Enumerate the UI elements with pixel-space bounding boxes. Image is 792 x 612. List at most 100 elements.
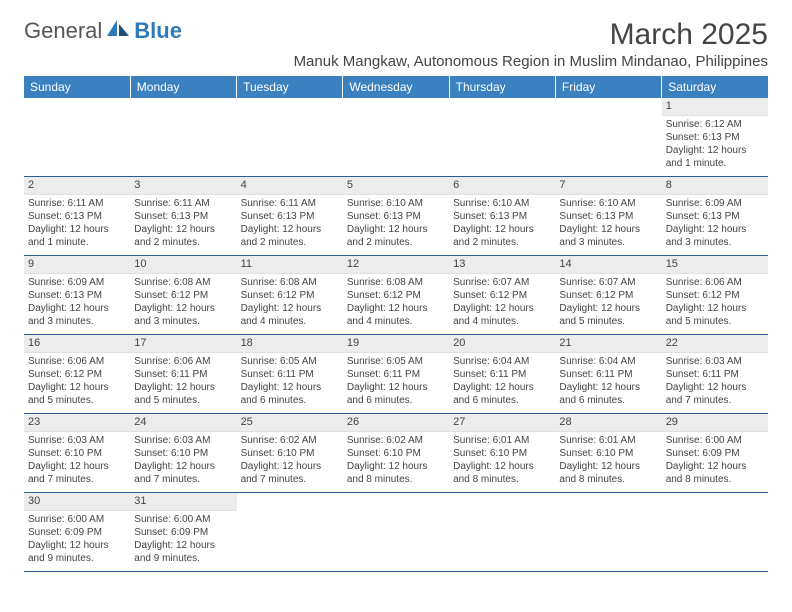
day-details: Sunrise: 6:02 AMSunset: 6:10 PMDaylight:… [343,432,449,489]
day-details: Sunrise: 6:06 AMSunset: 6:11 PMDaylight:… [130,353,236,410]
calendar-empty-cell [237,493,343,572]
calendar-week-row: 9Sunrise: 6:09 AMSunset: 6:13 PMDaylight… [24,256,768,335]
day-details: Sunrise: 6:04 AMSunset: 6:11 PMDaylight:… [449,353,555,410]
logo-sail-icon [105,18,131,44]
calendar-empty-cell [555,493,661,572]
day-number: 3 [130,177,236,195]
calendar-empty-cell [343,493,449,572]
logo-text-1: General [24,18,102,44]
calendar-day-cell: 26Sunrise: 6:02 AMSunset: 6:10 PMDayligh… [343,414,449,493]
weekday-header: Saturday [662,76,768,98]
header-row: General Blue March 2025 [24,18,768,51]
day-number: 23 [24,414,130,432]
calendar-day-cell: 16Sunrise: 6:06 AMSunset: 6:12 PMDayligh… [24,335,130,414]
day-number: 29 [662,414,768,432]
day-details: Sunrise: 6:00 AMSunset: 6:09 PMDaylight:… [130,511,236,568]
day-number: 5 [343,177,449,195]
day-number: 30 [24,493,130,511]
calendar-week-row: 23Sunrise: 6:03 AMSunset: 6:10 PMDayligh… [24,414,768,493]
calendar-day-cell: 25Sunrise: 6:02 AMSunset: 6:10 PMDayligh… [237,414,343,493]
calendar-day-cell: 13Sunrise: 6:07 AMSunset: 6:12 PMDayligh… [449,256,555,335]
day-details: Sunrise: 6:03 AMSunset: 6:10 PMDaylight:… [130,432,236,489]
calendar-day-cell: 10Sunrise: 6:08 AMSunset: 6:12 PMDayligh… [130,256,236,335]
calendar-day-cell: 23Sunrise: 6:03 AMSunset: 6:10 PMDayligh… [24,414,130,493]
calendar-empty-cell [449,493,555,572]
weekday-header: Monday [130,76,236,98]
day-details: Sunrise: 6:11 AMSunset: 6:13 PMDaylight:… [24,195,130,252]
weekday-header: Friday [555,76,661,98]
day-details: Sunrise: 6:03 AMSunset: 6:10 PMDaylight:… [24,432,130,489]
day-details: Sunrise: 6:10 AMSunset: 6:13 PMDaylight:… [449,195,555,252]
day-details: Sunrise: 6:03 AMSunset: 6:11 PMDaylight:… [662,353,768,410]
calendar-empty-cell [662,493,768,572]
day-details: Sunrise: 6:06 AMSunset: 6:12 PMDaylight:… [24,353,130,410]
calendar-day-cell: 1Sunrise: 6:12 AMSunset: 6:13 PMDaylight… [662,98,768,177]
weekday-header: Thursday [449,76,555,98]
calendar-day-cell: 19Sunrise: 6:05 AMSunset: 6:11 PMDayligh… [343,335,449,414]
calendar-day-cell: 2Sunrise: 6:11 AMSunset: 6:13 PMDaylight… [24,177,130,256]
day-number: 14 [555,256,661,274]
day-details: Sunrise: 6:11 AMSunset: 6:13 PMDaylight:… [237,195,343,252]
day-details: Sunrise: 6:02 AMSunset: 6:10 PMDaylight:… [237,432,343,489]
day-number: 25 [237,414,343,432]
day-details: Sunrise: 6:01 AMSunset: 6:10 PMDaylight:… [555,432,661,489]
calendar-empty-cell [24,98,130,177]
day-number: 10 [130,256,236,274]
day-details: Sunrise: 6:00 AMSunset: 6:09 PMDaylight:… [24,511,130,568]
day-number: 18 [237,335,343,353]
day-number: 17 [130,335,236,353]
day-number: 15 [662,256,768,274]
calendar-day-cell: 8Sunrise: 6:09 AMSunset: 6:13 PMDaylight… [662,177,768,256]
logo: General Blue [24,18,182,44]
day-details: Sunrise: 6:11 AMSunset: 6:13 PMDaylight:… [130,195,236,252]
day-number: 9 [24,256,130,274]
calendar-page: General Blue March 2025 Manuk Mangkaw, A… [0,0,792,612]
day-number: 31 [130,493,236,511]
day-number: 21 [555,335,661,353]
day-details: Sunrise: 6:01 AMSunset: 6:10 PMDaylight:… [449,432,555,489]
calendar-day-cell: 21Sunrise: 6:04 AMSunset: 6:11 PMDayligh… [555,335,661,414]
day-details: Sunrise: 6:10 AMSunset: 6:13 PMDaylight:… [555,195,661,252]
day-details: Sunrise: 6:07 AMSunset: 6:12 PMDaylight:… [449,274,555,331]
calendar-day-cell: 6Sunrise: 6:10 AMSunset: 6:13 PMDaylight… [449,177,555,256]
calendar-day-cell: 7Sunrise: 6:10 AMSunset: 6:13 PMDaylight… [555,177,661,256]
calendar-day-cell: 18Sunrise: 6:05 AMSunset: 6:11 PMDayligh… [237,335,343,414]
day-number: 6 [449,177,555,195]
calendar-day-cell: 11Sunrise: 6:08 AMSunset: 6:12 PMDayligh… [237,256,343,335]
day-details: Sunrise: 6:09 AMSunset: 6:13 PMDaylight:… [24,274,130,331]
day-number: 28 [555,414,661,432]
day-number: 20 [449,335,555,353]
calendar-table: SundayMondayTuesdayWednesdayThursdayFrid… [24,76,768,572]
calendar-day-cell: 5Sunrise: 6:10 AMSunset: 6:13 PMDaylight… [343,177,449,256]
calendar-day-cell: 12Sunrise: 6:08 AMSunset: 6:12 PMDayligh… [343,256,449,335]
weekday-header-row: SundayMondayTuesdayWednesdayThursdayFrid… [24,76,768,98]
day-details: Sunrise: 6:08 AMSunset: 6:12 PMDaylight:… [343,274,449,331]
calendar-day-cell: 4Sunrise: 6:11 AMSunset: 6:13 PMDaylight… [237,177,343,256]
day-details: Sunrise: 6:00 AMSunset: 6:09 PMDaylight:… [662,432,768,489]
calendar-empty-cell [130,98,236,177]
weekday-header: Sunday [24,76,130,98]
calendar-day-cell: 31Sunrise: 6:00 AMSunset: 6:09 PMDayligh… [130,493,236,572]
calendar-day-cell: 17Sunrise: 6:06 AMSunset: 6:11 PMDayligh… [130,335,236,414]
day-number: 11 [237,256,343,274]
calendar-day-cell: 28Sunrise: 6:01 AMSunset: 6:10 PMDayligh… [555,414,661,493]
day-details: Sunrise: 6:08 AMSunset: 6:12 PMDaylight:… [130,274,236,331]
calendar-day-cell: 27Sunrise: 6:01 AMSunset: 6:10 PMDayligh… [449,414,555,493]
calendar-day-cell: 20Sunrise: 6:04 AMSunset: 6:11 PMDayligh… [449,335,555,414]
month-title: March 2025 [610,18,768,51]
day-details: Sunrise: 6:07 AMSunset: 6:12 PMDaylight:… [555,274,661,331]
day-number: 1 [662,98,768,116]
day-number: 26 [343,414,449,432]
calendar-empty-cell [449,98,555,177]
calendar-week-row: 16Sunrise: 6:06 AMSunset: 6:12 PMDayligh… [24,335,768,414]
calendar-week-row: 2Sunrise: 6:11 AMSunset: 6:13 PMDaylight… [24,177,768,256]
day-number: 19 [343,335,449,353]
weekday-header: Wednesday [343,76,449,98]
day-details: Sunrise: 6:04 AMSunset: 6:11 PMDaylight:… [555,353,661,410]
day-number: 4 [237,177,343,195]
calendar-empty-cell [555,98,661,177]
logo-text-2: Blue [134,18,182,44]
location-subtitle: Manuk Mangkaw, Autonomous Region in Musl… [24,53,768,70]
calendar-day-cell: 30Sunrise: 6:00 AMSunset: 6:09 PMDayligh… [24,493,130,572]
day-number: 7 [555,177,661,195]
